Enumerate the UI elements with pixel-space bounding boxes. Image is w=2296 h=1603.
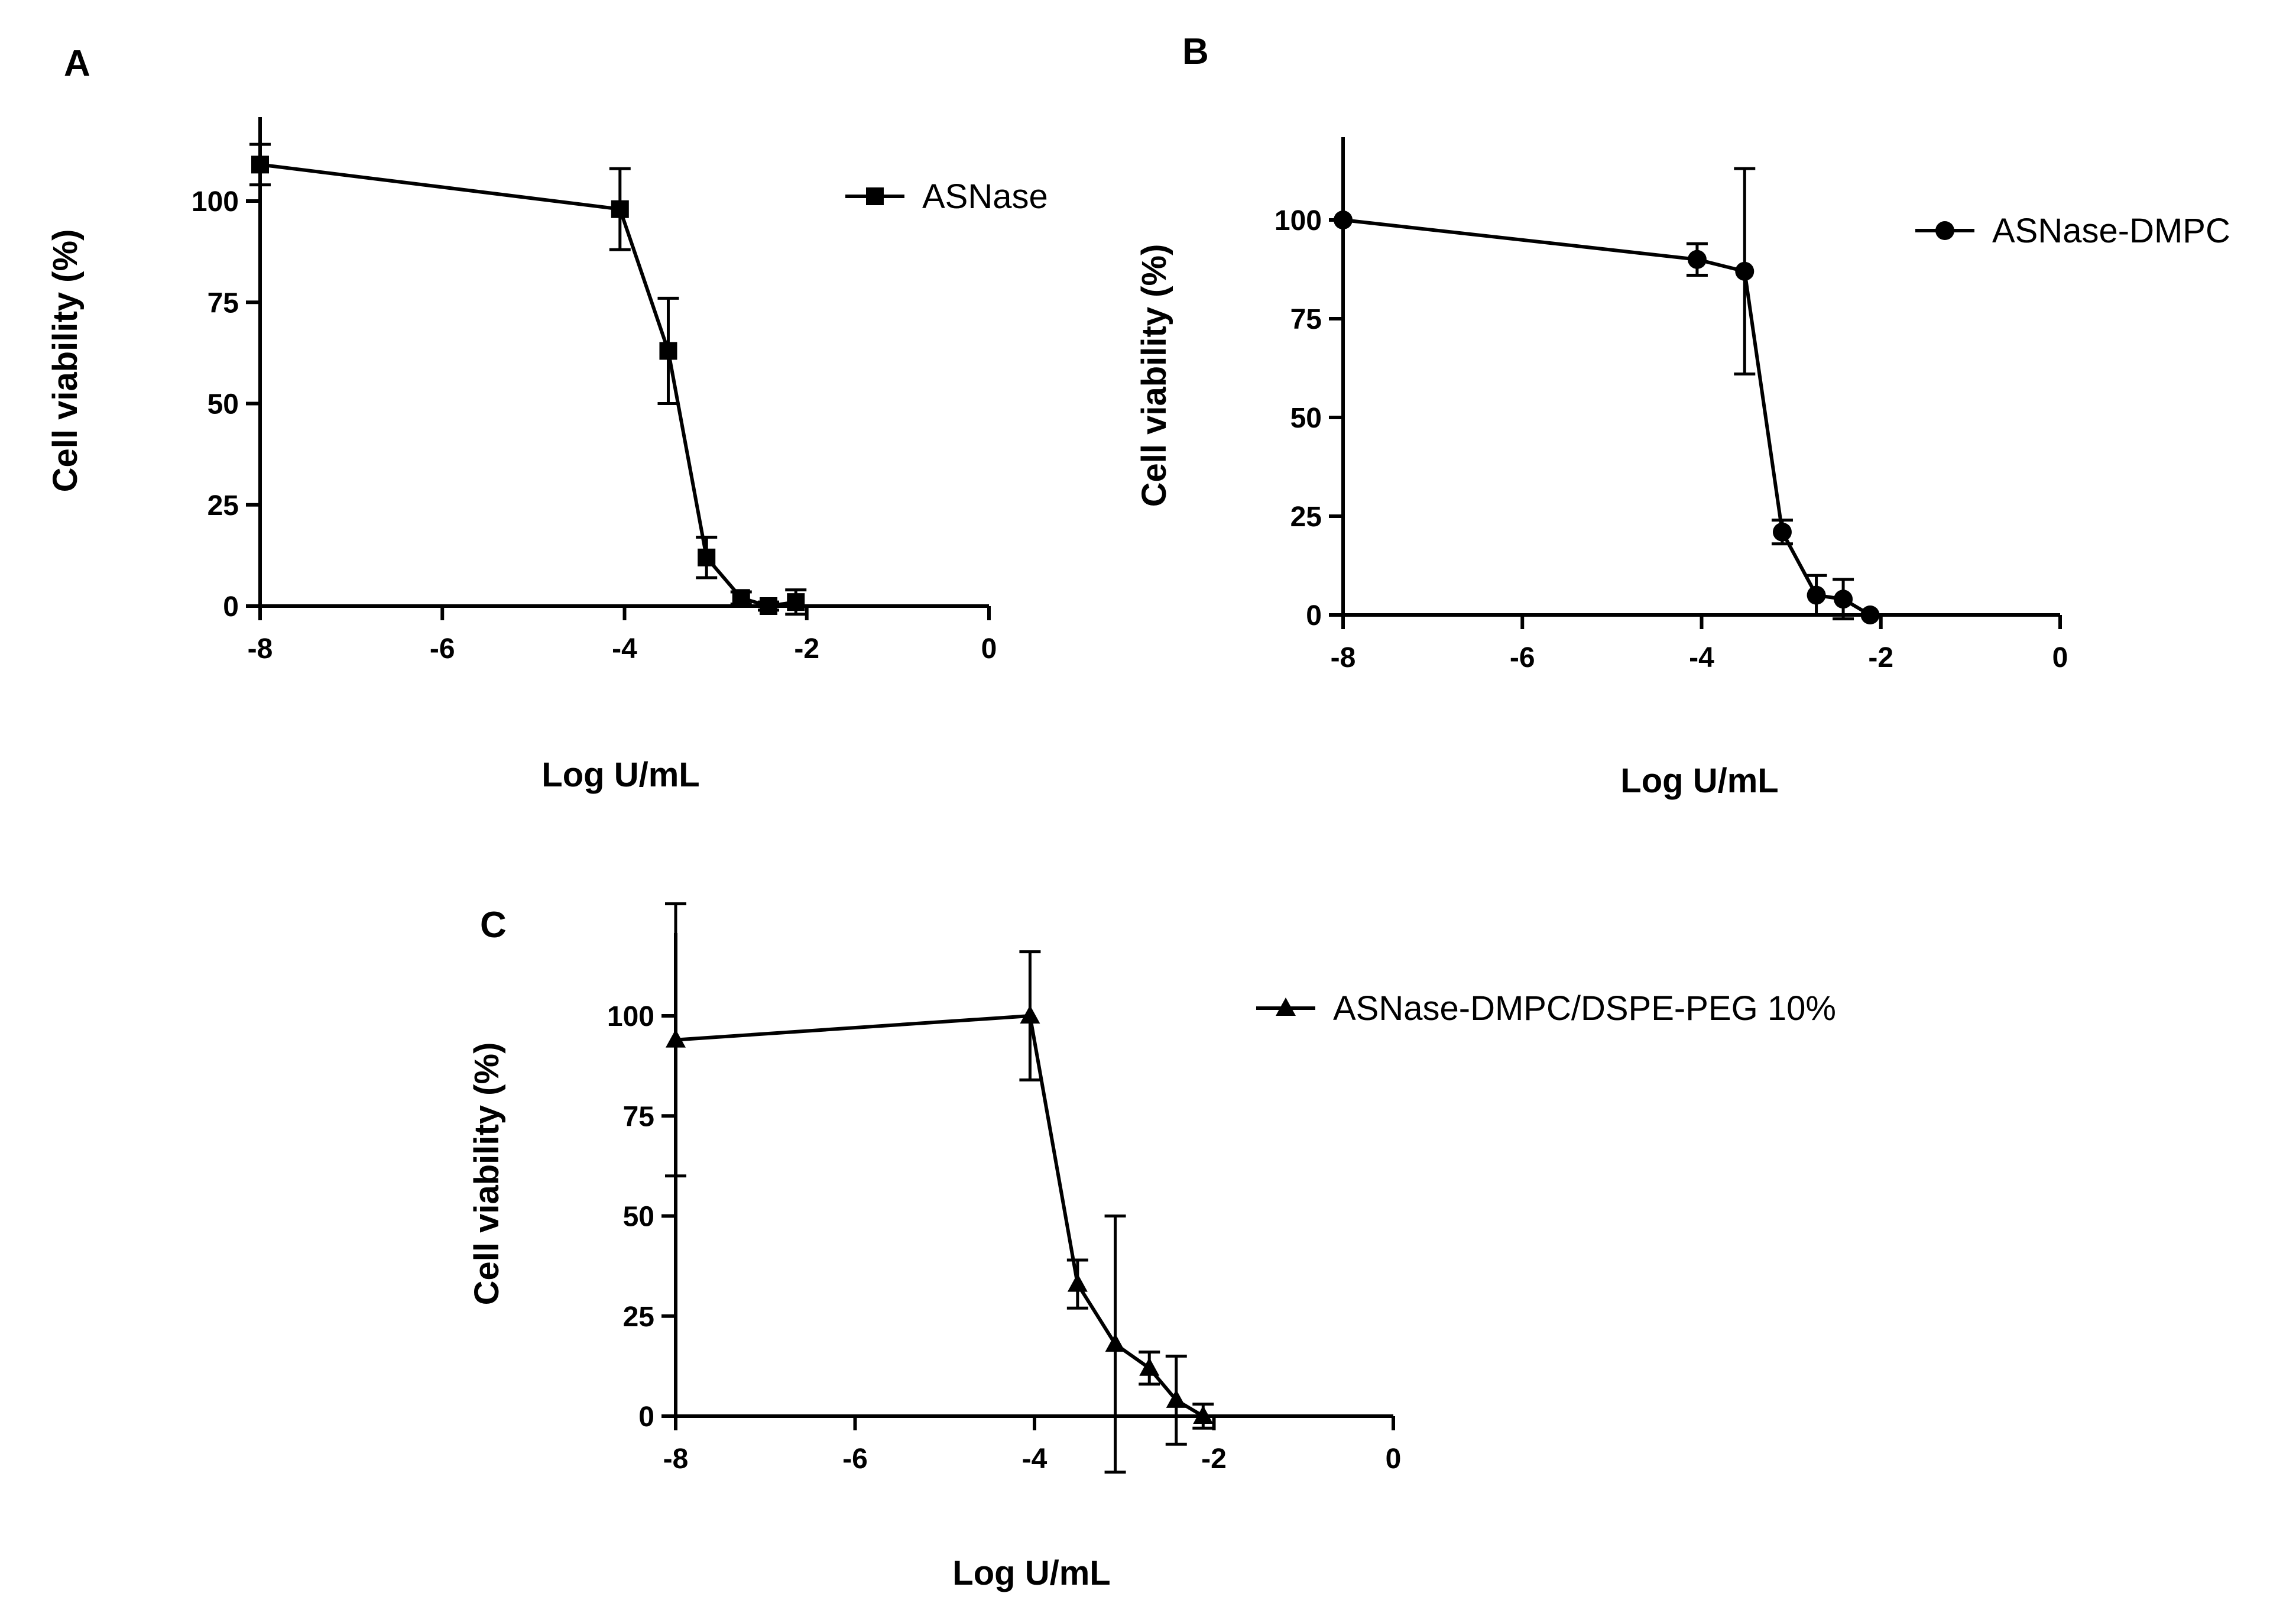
data-point [666,1029,686,1048]
data-point [760,597,778,615]
x-tick-label: 0 [1386,1443,1402,1475]
data-point [1193,1406,1214,1424]
legend-marker [1276,998,1296,1016]
data-point [787,593,805,611]
panel-label: A [64,43,90,84]
x-tick-label: -8 [248,633,273,665]
y-tick-label: 25 [1290,501,1322,533]
y-tick-label: 75 [1290,304,1322,335]
data-point [1105,1333,1126,1352]
y-tick-label: 25 [207,490,239,522]
y-tick-label: 75 [623,1101,654,1132]
data-point [1020,1005,1040,1024]
data-point [1139,1357,1160,1376]
x-tick-label: 0 [2052,642,2068,673]
data-point [1772,522,1792,542]
x-tick-label: -4 [1022,1443,1048,1475]
legend-label: ASNase-DMPC/DSPE-PEG 10% [1333,989,1836,1028]
data-point [251,156,269,174]
data-point [1807,585,1826,605]
y-tick-label: 100 [192,186,239,218]
data-point [1735,261,1755,281]
y-tick-label: 25 [623,1301,654,1333]
legend-marker [866,187,884,205]
x-axis-title: Log U/mL [541,756,699,794]
series [249,143,807,616]
series-line [1342,218,1872,617]
x-axis-title: Log U/mL [952,1554,1110,1592]
panel-c: C Cell viability (%) Log U/mL -8 -6 -4 -2 0 0… [468,902,1836,1592]
y-tick-label: 50 [623,1202,654,1233]
legend-marker [1935,221,1954,240]
y-tick-label: 50 [1290,403,1322,434]
x-tick-label: -8 [663,1443,689,1475]
y-axis-title: Cell viability (%) [1135,244,1173,507]
x-tick-label: -8 [1331,642,1356,673]
legend: ASNase-DMPC/DSPE-PEG 10% [1256,989,1836,1028]
x-tick-label: -2 [794,633,819,665]
legend: ASNase [845,177,1048,216]
series [665,902,1214,1474]
data-point [611,200,629,218]
legend-label: ASNase-DMPC [1992,212,2230,250]
data-point [732,589,750,607]
y-tick-label: 100 [1275,205,1322,237]
data-point [1860,605,1880,624]
panel-a: A Cell viability (%) Log U/mL -8 -6 -4 -2 0 0… [46,43,1048,794]
y-tick-label: 75 [207,287,239,319]
y-axis-title: Cell viability (%) [468,1042,506,1306]
data-point [1334,211,1353,229]
data-point [698,548,716,566]
data-point [1166,1389,1186,1408]
y-tick-label: 50 [207,389,239,420]
y-tick-label: 0 [223,591,239,623]
panel-label: B [1182,31,1209,72]
x-tick-label: 0 [981,633,997,665]
x-tick-label: -6 [1510,642,1535,673]
panel-b: B Cell viability (%) Log U/mL -8 -6 -4 -2 0 0… [1135,31,2230,800]
data-point [1067,1273,1088,1292]
data-point [1687,250,1707,269]
x-tick-label: -4 [612,633,637,665]
series-line [260,163,796,608]
panel-label: C [480,905,507,945]
y-tick-label: 0 [1306,600,1322,632]
axes: -8 -6 -4 -2 0 0 25 50 75 100 [1275,137,2068,673]
series [1334,167,1880,624]
legend-label: ASNase [922,177,1048,216]
x-tick-label: -6 [842,1443,868,1475]
x-tick-label: -4 [1689,642,1714,673]
data-point [1834,590,1853,609]
legend: ASNase-DMPC [1915,212,2230,250]
y-axis-title: Cell viability (%) [46,229,85,493]
y-tick-label: 100 [607,1001,654,1032]
y-tick-label: 0 [638,1401,654,1433]
x-tick-label: -2 [1868,642,1893,673]
x-tick-label: -2 [1201,1443,1227,1475]
x-axis-title: Log U/mL [1620,762,1778,800]
axes: -8 -6 -4 -2 0 0 25 50 75 100 [192,117,997,665]
x-tick-label: -6 [430,633,455,665]
data-point [659,342,677,360]
